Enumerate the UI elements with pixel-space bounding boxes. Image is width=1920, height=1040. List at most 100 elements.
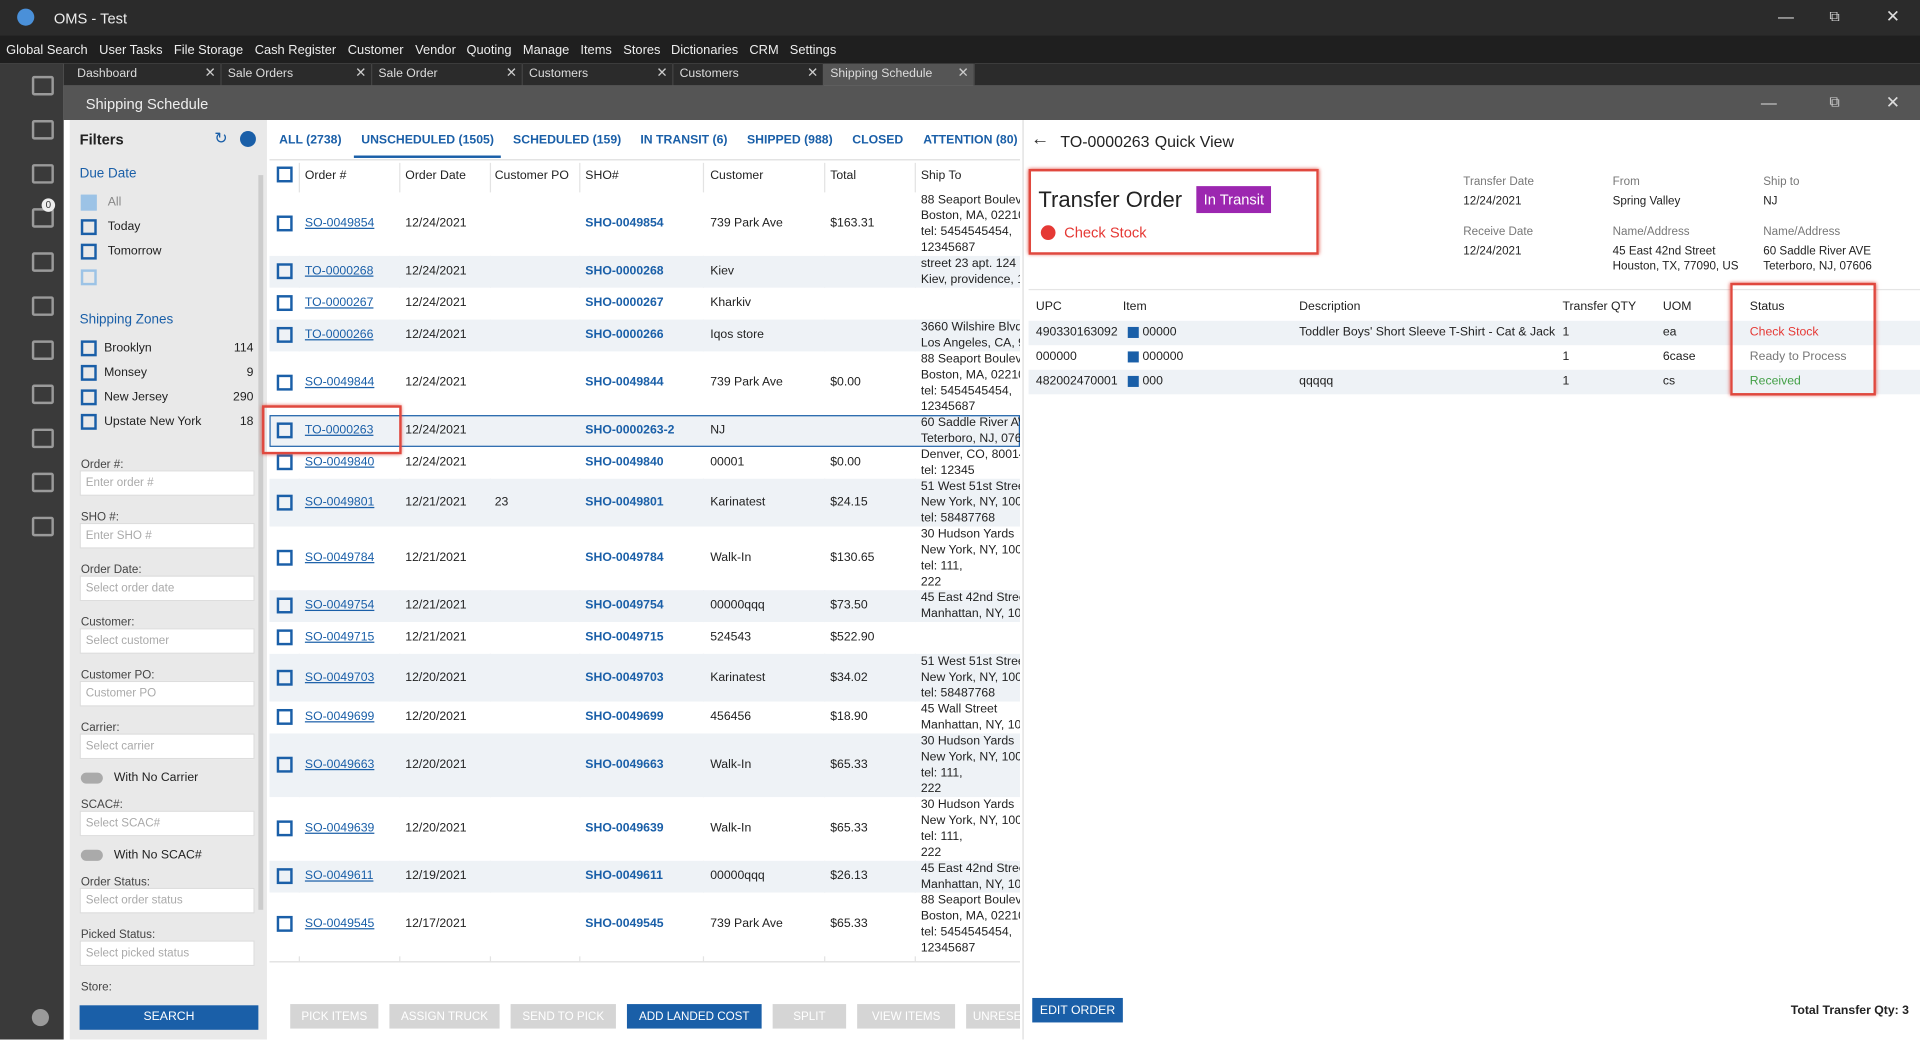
- nav-icon[interactable]: [32, 120, 54, 140]
- action-button[interactable]: PICK ITEMS: [290, 1004, 378, 1028]
- input[interactable]: Select picked status: [80, 940, 255, 966]
- table-row[interactable]: SO-004971512/21/2021SHO-0049715524543$52…: [269, 622, 1020, 654]
- checkbox[interactable]: [277, 550, 293, 566]
- sho-link[interactable]: SHO-0049801: [585, 495, 663, 508]
- tab-close[interactable]: ✕: [958, 65, 969, 81]
- menu-item[interactable]: Vendor: [415, 43, 456, 58]
- edit-button[interactable]: EDIT ORDER: [1032, 998, 1123, 1022]
- input[interactable]: Enter SHO #: [80, 523, 255, 549]
- nav-icon[interactable]: [32, 340, 54, 360]
- input[interactable]: Select order status: [80, 888, 255, 914]
- checkbox[interactable]: [277, 327, 293, 343]
- action-button[interactable]: ADD LANDED COST: [627, 1004, 762, 1028]
- sho-link[interactable]: SHO-0000268: [585, 264, 663, 277]
- menu-item[interactable]: Items: [580, 43, 611, 58]
- back-button[interactable]: ←: [1031, 129, 1049, 150]
- status-tab[interactable]: SCHEDULED (159): [513, 133, 621, 146]
- tab-close[interactable]: ✕: [807, 65, 818, 81]
- toggle[interactable]: [81, 850, 103, 861]
- input[interactable]: Select customer: [80, 628, 255, 654]
- menu-item[interactable]: User Tasks: [99, 43, 162, 58]
- tab[interactable]: Customers✕: [522, 64, 674, 86]
- tab[interactable]: Customers✕: [672, 64, 824, 86]
- checkbox[interactable]: [81, 340, 97, 356]
- menu-item[interactable]: Global Search: [6, 43, 87, 58]
- user-icon[interactable]: [32, 1009, 49, 1026]
- table-row[interactable]: SO-004980112/21/202123SHO-0049801Karinat…: [269, 479, 1020, 527]
- order-link[interactable]: TO-0000267: [305, 296, 374, 309]
- order-link[interactable]: SO-0049699: [305, 710, 374, 723]
- tab-close[interactable]: ✕: [204, 65, 215, 81]
- menu-item[interactable]: Dictionaries: [671, 43, 738, 58]
- sho-link[interactable]: SHO-0049639: [585, 822, 663, 835]
- order-link[interactable]: SO-0049784: [305, 551, 374, 564]
- checkbox[interactable]: [277, 709, 293, 725]
- tab-close[interactable]: ✕: [506, 65, 517, 81]
- table-row[interactable]: SO-004966312/20/2021SHO-0049663Walk-In$6…: [269, 733, 1020, 797]
- input[interactable]: Enter order #: [80, 470, 255, 496]
- table-row[interactable]: TO-000026812/24/2021SHO-0000268Kievstree…: [269, 256, 1020, 288]
- menu-item[interactable]: File Storage: [174, 43, 243, 58]
- tab[interactable]: Dashboard✕: [70, 64, 222, 86]
- checkbox[interactable]: [277, 375, 293, 391]
- table-row[interactable]: SO-004970312/20/2021SHO-0049703Karinates…: [269, 654, 1020, 702]
- clear-button[interactable]: [240, 131, 256, 147]
- checkbox[interactable]: [277, 669, 293, 685]
- checkbox[interactable]: [81, 195, 97, 211]
- checkbox[interactable]: [277, 757, 293, 773]
- action-button[interactable]: SEND TO PICK: [511, 1004, 616, 1028]
- menu-item[interactable]: Quoting: [467, 43, 512, 58]
- sho-link[interactable]: SHO-0000263-2: [585, 424, 674, 437]
- sho-link[interactable]: SHO-0049784: [585, 551, 663, 564]
- tab[interactable]: Sale Order✕: [371, 64, 523, 86]
- tab[interactable]: Sale Orders✕: [220, 64, 372, 86]
- checkbox[interactable]: [277, 494, 293, 510]
- tab[interactable]: Shipping Schedule✕: [823, 64, 975, 86]
- order-link[interactable]: SO-0049663: [305, 758, 374, 771]
- checkbox[interactable]: [277, 916, 293, 932]
- menu-item[interactable]: Stores: [623, 43, 660, 58]
- checkbox[interactable]: [81, 365, 97, 381]
- menu-item[interactable]: Settings: [790, 43, 836, 58]
- status-tab[interactable]: ATTENTION (80): [923, 133, 1017, 146]
- nav-icon[interactable]: [32, 296, 54, 316]
- order-link[interactable]: TO-0000266: [305, 328, 374, 341]
- order-link[interactable]: SO-0049844: [305, 376, 374, 389]
- checkbox[interactable]: [277, 629, 293, 645]
- close[interactable]: ✕: [1886, 92, 1900, 113]
- close[interactable]: ✕: [1886, 6, 1900, 27]
- action-button[interactable]: SPLIT: [773, 1004, 846, 1028]
- table-row[interactable]: SO-004985412/24/2021SHO-0049854739 Park …: [269, 192, 1020, 256]
- input[interactable]: Select order date: [80, 576, 255, 602]
- menu-item[interactable]: CRM: [749, 43, 778, 58]
- refresh-button[interactable]: ↻: [214, 129, 227, 149]
- order-link[interactable]: SO-0049801: [305, 495, 374, 508]
- sho-link[interactable]: SHO-0049611: [585, 869, 663, 882]
- nav-icon[interactable]: [32, 384, 54, 404]
- sho-link[interactable]: SHO-0049844: [585, 376, 663, 389]
- tab-close[interactable]: ✕: [656, 65, 667, 81]
- order-link[interactable]: SO-0049611: [305, 869, 374, 882]
- action-button[interactable]: VIEW ITEMS: [857, 1004, 955, 1028]
- status-tab[interactable]: CLOSED: [852, 133, 903, 146]
- checkbox[interactable]: [277, 263, 293, 279]
- checkbox[interactable]: [277, 820, 293, 836]
- order-link[interactable]: SO-0049840: [305, 456, 374, 469]
- sho-link[interactable]: SHO-0049840: [585, 456, 663, 469]
- checkbox[interactable]: [81, 269, 97, 285]
- checkbox[interactable]: [81, 244, 97, 260]
- status-tab[interactable]: IN TRANSIT (6): [640, 133, 727, 146]
- status-tab[interactable]: SHIPPED (988): [747, 133, 833, 146]
- order-link[interactable]: SO-0049854: [305, 217, 374, 230]
- menu-item[interactable]: Cash Register: [255, 43, 336, 58]
- sho-link[interactable]: SHO-0049663: [585, 758, 663, 771]
- sho-link[interactable]: SHO-0049699: [585, 710, 663, 723]
- checkbox[interactable]: [81, 414, 97, 430]
- nav-icon[interactable]: [32, 252, 54, 272]
- sho-link[interactable]: SHO-0049754: [585, 599, 663, 612]
- checkbox[interactable]: [277, 598, 293, 614]
- order-link[interactable]: SO-0049754: [305, 599, 374, 612]
- input[interactable]: Select SCAC#: [80, 811, 255, 837]
- action-button[interactable]: UNRESERVE: [966, 1004, 1020, 1028]
- nav-icon[interactable]: [32, 76, 54, 96]
